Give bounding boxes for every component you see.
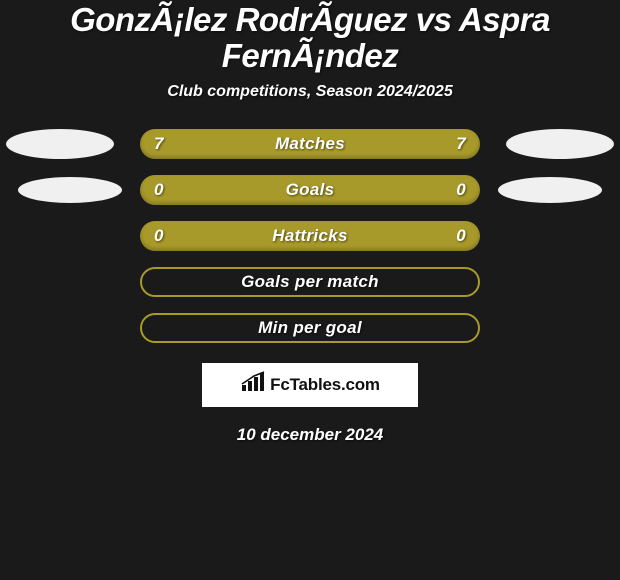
stat-row-hattricks: 0 Hattricks 0 [0, 221, 620, 251]
left-marker-ellipse [18, 177, 122, 203]
brand-text: FcTables.com [270, 375, 380, 395]
stat-bar: 0 Goals 0 [140, 175, 480, 205]
right-marker-ellipse [506, 129, 614, 159]
stat-row-goals-per-match: Goals per match [0, 267, 620, 297]
stat-label: Goals per match [241, 272, 379, 292]
stat-bar: 7 Matches 7 [140, 129, 480, 159]
stat-bar: Min per goal [140, 313, 480, 343]
stat-label: Matches [275, 134, 345, 154]
brand-badge: FcTables.com [202, 363, 418, 407]
footer-date: 10 december 2024 [0, 425, 620, 445]
stat-bar: 0 Hattricks 0 [140, 221, 480, 251]
stats-container: 7 Matches 7 0 Goals 0 0 Hattricks 0 [0, 129, 620, 343]
stat-value-right: 7 [456, 134, 466, 154]
stat-label: Goals [286, 180, 335, 200]
page-title: GonzÃ¡lez RodrÃ­guez vs Aspra FernÃ¡ndez [8, 2, 612, 75]
stat-value-right: 0 [456, 226, 466, 246]
stat-row-goals: 0 Goals 0 [0, 175, 620, 205]
stat-value-left: 0 [154, 180, 164, 200]
stat-label: Min per goal [258, 318, 362, 338]
page-subtitle: Club competitions, Season 2024/2025 [0, 83, 620, 101]
stat-value-right: 0 [456, 180, 466, 200]
stat-value-left: 7 [154, 134, 164, 154]
bar-chart-icon [240, 371, 266, 398]
stat-row-matches: 7 Matches 7 [0, 129, 620, 159]
stat-bar: Goals per match [140, 267, 480, 297]
stat-value-left: 0 [154, 226, 164, 246]
stat-label: Hattricks [272, 226, 347, 246]
right-marker-ellipse [498, 177, 602, 203]
left-marker-ellipse [6, 129, 114, 159]
stat-row-min-per-goal: Min per goal [0, 313, 620, 343]
